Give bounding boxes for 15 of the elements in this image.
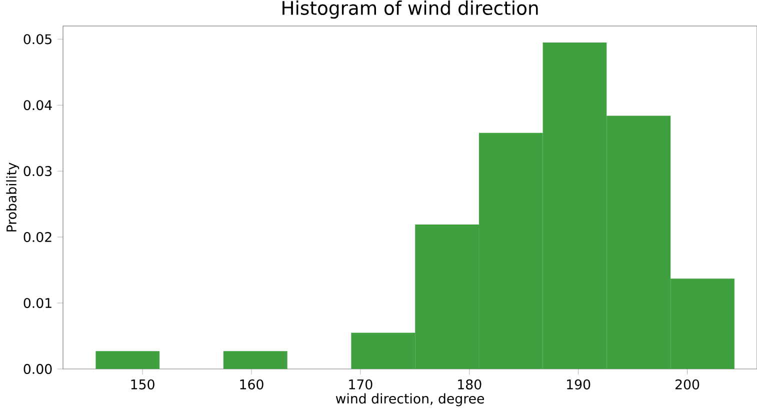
x-tick-label: 190 (567, 379, 590, 390)
x-tick-label: 160 (240, 379, 264, 390)
y-tick-label: 0.05 (24, 34, 52, 44)
x-tick-label: 170 (349, 379, 372, 390)
y-tick-label: 0.01 (24, 298, 52, 308)
x-axis-title: wind direction, degree (336, 393, 484, 406)
y-tick-label: 0.03 (24, 166, 52, 176)
y-tick-label: 0.04 (24, 100, 52, 110)
x-tick-label: 150 (131, 379, 154, 390)
y-tick-label: 0.02 (24, 232, 52, 242)
y-tick-label: 0.00 (24, 364, 52, 374)
chart-title: Histogram of wind direction (282, 0, 538, 19)
x-tick-label: 180 (458, 379, 482, 390)
x-tick-label: 200 (676, 379, 700, 390)
y-axis-title: Probability (6, 162, 20, 232)
